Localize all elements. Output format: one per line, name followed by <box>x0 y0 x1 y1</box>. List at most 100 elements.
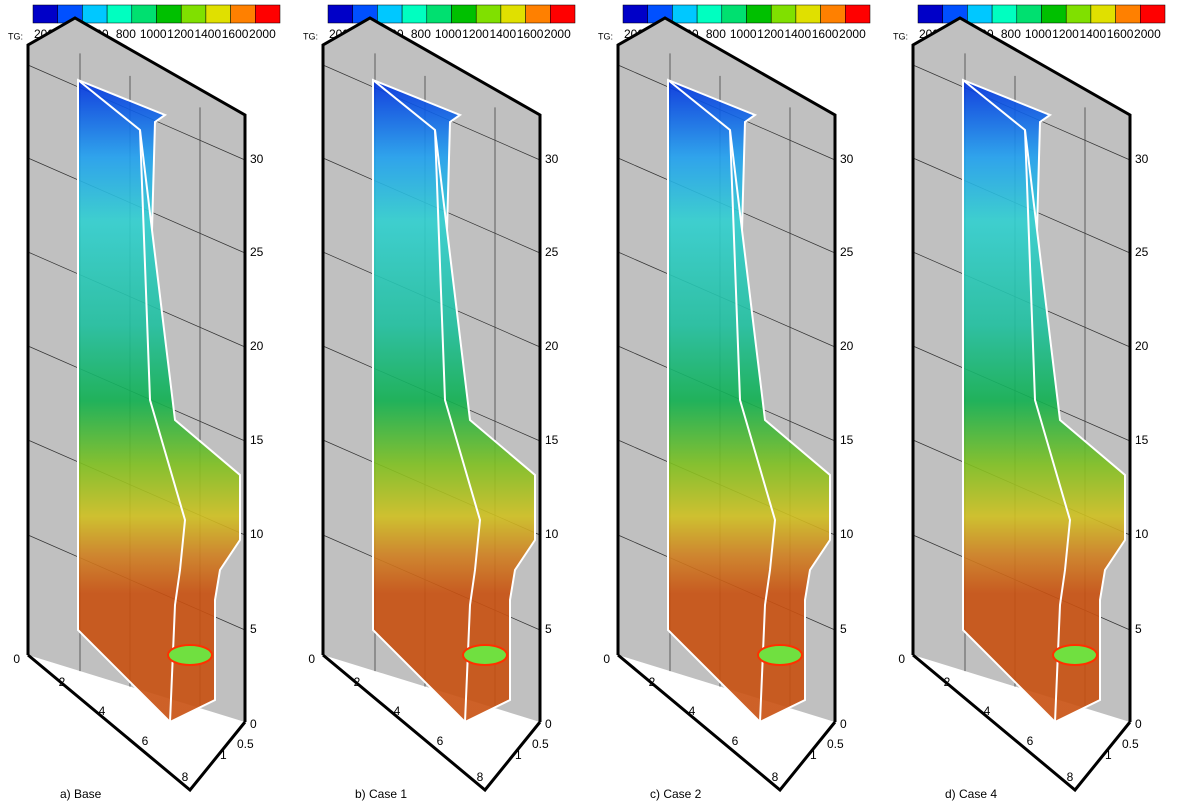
colorbar-cell <box>1042 5 1067 23</box>
colorbar-cell <box>377 5 402 23</box>
z-tick-label: 20 <box>250 339 264 353</box>
legend-tick: 1400 <box>489 27 516 41</box>
y-tick-label: 1 <box>515 748 522 762</box>
y-tick-label: 1 <box>810 748 817 762</box>
z-tick-label: 15 <box>840 433 854 447</box>
colorbar-cell <box>33 5 58 23</box>
y-tick-label: 0 <box>545 717 552 731</box>
x-tick-label: 6 <box>437 734 444 748</box>
panel: TG:2004006008001000120014001600200005101… <box>893 5 1165 801</box>
legend-tick: 1400 <box>194 27 221 41</box>
legend-tick: 1400 <box>1079 27 1106 41</box>
z-tick-label: 15 <box>250 433 264 447</box>
legend-label: TG: <box>598 31 613 41</box>
y-tick-label: 0.5 <box>237 737 254 751</box>
legend-tick: 800 <box>706 27 726 41</box>
colorbar-cell <box>206 5 231 23</box>
legend-tick: 800 <box>1001 27 1021 41</box>
colorbar-cell <box>845 5 870 23</box>
z-tick-label: 20 <box>1135 339 1149 353</box>
colorbar-cell <box>672 5 697 23</box>
colorbar-cell <box>967 5 992 23</box>
z-tick-label: 30 <box>250 152 264 166</box>
legend-tick: 1200 <box>167 27 194 41</box>
z-tick-label: 10 <box>250 527 264 541</box>
z-tick-label: 25 <box>840 245 854 259</box>
x-tick-label: 8 <box>1067 770 1074 784</box>
caption: d) Case 4 <box>945 787 997 801</box>
colorbar-cell <box>107 5 132 23</box>
z-tick-label: 20 <box>545 339 559 353</box>
hot-spot <box>1053 645 1097 665</box>
z-tick-label: 5 <box>545 622 552 636</box>
x-tick-label: 4 <box>984 704 991 718</box>
colorbar-cell <box>771 5 796 23</box>
y-tick-label: 0 <box>250 717 257 731</box>
z-tick-label: 25 <box>250 245 264 259</box>
z-tick-label: 15 <box>1135 433 1149 447</box>
caption: b) Case 1 <box>355 787 407 801</box>
colorbar-cell <box>747 5 772 23</box>
legend-tick: 1200 <box>1052 27 1079 41</box>
y-tick-label: 0 <box>1135 717 1142 731</box>
legend-label: TG: <box>8 31 23 41</box>
legend-tick: 1000 <box>140 27 167 41</box>
hot-spot <box>168 645 212 665</box>
y-tick-label: 0.5 <box>827 737 844 751</box>
z-tick-label: 0 <box>603 652 610 666</box>
colorbar-cell <box>1116 5 1141 23</box>
z-tick-label: 30 <box>545 152 559 166</box>
colorbar-cell <box>697 5 722 23</box>
legend-tick: 2000 <box>544 27 571 41</box>
colorbar-cell <box>1066 5 1091 23</box>
legend-tick: 800 <box>411 27 431 41</box>
x-tick-label: 2 <box>944 675 951 689</box>
colorbar-cell <box>181 5 206 23</box>
legend-tick: 1600 <box>517 27 544 41</box>
x-tick-label: 4 <box>689 704 696 718</box>
y-tick-label: 1 <box>220 748 227 762</box>
legend-tick: 1200 <box>462 27 489 41</box>
legend-tick: 1400 <box>784 27 811 41</box>
colorbar-cell <box>526 5 551 23</box>
colorbar-cell <box>255 5 280 23</box>
legend-tick: 800 <box>116 27 136 41</box>
z-tick-label: 10 <box>1135 527 1149 541</box>
x-tick-label: 2 <box>649 675 656 689</box>
y-tick-label: 1 <box>1105 748 1112 762</box>
colorbar-cell <box>918 5 943 23</box>
legend-label: TG: <box>893 31 908 41</box>
colorbar-cell <box>82 5 107 23</box>
colorbar-cell <box>452 5 477 23</box>
legend-tick: 1200 <box>757 27 784 41</box>
x-tick-label: 2 <box>59 675 66 689</box>
z-tick-label: 15 <box>545 433 559 447</box>
figure: TG:2004006008001000120014001600200005101… <box>0 0 1177 807</box>
x-tick-label: 4 <box>99 704 106 718</box>
legend-tick: 2000 <box>839 27 866 41</box>
legend-tick: 1600 <box>222 27 249 41</box>
x-tick-label: 6 <box>142 734 149 748</box>
colorbar-cell <box>328 5 353 23</box>
colorbar-cell <box>550 5 575 23</box>
colorbar-cell <box>623 5 648 23</box>
z-tick-label: 30 <box>840 152 854 166</box>
legend-label: TG: <box>303 31 318 41</box>
colorbar-cell <box>476 5 501 23</box>
colorbar-cell <box>157 5 182 23</box>
x-tick-label: 4 <box>394 704 401 718</box>
panel: TG:2004006008001000120014001600200005101… <box>8 5 280 801</box>
y-tick-label: 0 <box>840 717 847 731</box>
colorbar-cell <box>1017 5 1042 23</box>
colorbar-cell <box>1091 5 1116 23</box>
z-tick-label: 30 <box>1135 152 1149 166</box>
z-tick-label: 5 <box>1135 622 1142 636</box>
caption: a) Base <box>60 787 102 801</box>
x-tick-label: 8 <box>772 770 779 784</box>
y-tick-label: 0.5 <box>1122 737 1139 751</box>
hot-spot <box>463 645 507 665</box>
legend-tick: 1600 <box>1107 27 1134 41</box>
z-tick-label: 5 <box>840 622 847 636</box>
x-tick-label: 6 <box>1027 734 1034 748</box>
x-tick-label: 8 <box>477 770 484 784</box>
